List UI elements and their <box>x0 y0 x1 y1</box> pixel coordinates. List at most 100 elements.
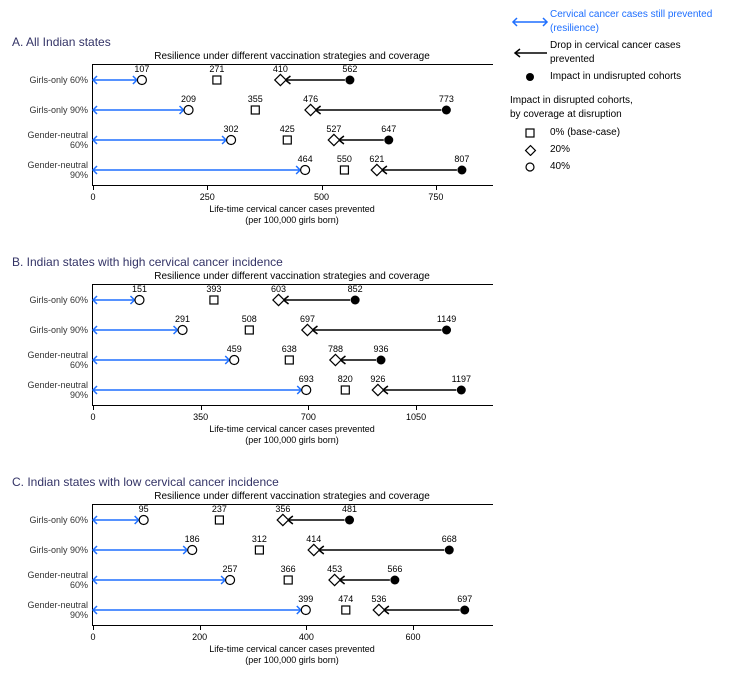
plot-row: Gender-neutral 90% 693 820 926 1197 <box>93 375 493 405</box>
value-label: 366 <box>281 564 296 574</box>
value-label: 271 <box>209 64 224 74</box>
value-label: 393 <box>206 284 221 294</box>
value-label: 936 <box>373 344 388 354</box>
ylabel: Girls-only 90% <box>13 105 88 115</box>
plot-row: Girls-only 60% 107 271 410 562 <box>93 65 493 95</box>
panel-title: C. Indian states with low cervical cance… <box>12 475 492 489</box>
value-label: 536 <box>371 594 386 604</box>
xtick <box>201 405 202 410</box>
double-arrow-icon <box>510 17 550 27</box>
plot-row: Gender-neutral 60% 459 638 788 936 <box>93 345 493 375</box>
ylabel: Gender-neutral 90% <box>13 160 88 180</box>
value-label: 562 <box>342 64 357 74</box>
legend-circle: 40% <box>510 160 725 174</box>
legend-diamond-label: 20% <box>550 143 570 157</box>
plot-row: Gender-neutral 60% 302 425 527 647 <box>93 125 493 155</box>
xtick-label: 350 <box>193 412 208 422</box>
value-label: 209 <box>181 94 196 104</box>
panel-subtitle: Resilience under different vaccination s… <box>92 491 492 502</box>
legend-undisrupted: Impact in undisrupted cohorts <box>510 70 725 84</box>
xtick-label: 700 <box>301 412 316 422</box>
value-label: 852 <box>348 284 363 294</box>
value-label: 414 <box>306 534 321 544</box>
panel-b: B. Indian states with high cervical canc… <box>12 255 492 446</box>
value-label: 481 <box>342 504 357 514</box>
ylabel: Gender-neutral 60% <box>13 130 88 150</box>
square-icon <box>510 127 550 139</box>
panel-title: B. Indian states with high cervical canc… <box>12 255 492 269</box>
value-label: 312 <box>252 534 267 544</box>
value-label: 1149 <box>437 314 456 324</box>
xtick <box>322 185 323 190</box>
value-label: 508 <box>242 314 257 324</box>
plot-row: Girls-only 60% 95 237 356 481 <box>93 505 493 535</box>
value-label: 399 <box>298 594 313 604</box>
value-label: 668 <box>442 534 457 544</box>
xtick-label: 250 <box>200 192 215 202</box>
xtick <box>200 625 201 630</box>
value-label: 302 <box>224 124 239 134</box>
plot-row: Girls-only 60% 151 393 603 852 <box>93 285 493 315</box>
xtick <box>416 405 417 410</box>
ylabel: Gender-neutral 60% <box>13 570 88 590</box>
legend-resilience: Cervical cancer cases still prevented (r… <box>510 8 725 36</box>
value-label: 237 <box>212 504 227 514</box>
xtick <box>93 185 94 190</box>
xtick <box>93 625 94 630</box>
plot-area: 0250500750 Girls-only 60% 107 271 410 56… <box>92 64 493 186</box>
legend-square: 0% (base-case) <box>510 126 725 140</box>
legend-circle-label: 40% <box>550 160 570 174</box>
value-label: 107 <box>134 64 149 74</box>
plot-row: Gender-neutral 90% 399 474 536 697 <box>93 595 493 625</box>
panel-a: A. All Indian statesResilience under dif… <box>12 35 492 226</box>
ylabel: Gender-neutral 90% <box>13 600 88 620</box>
xtick-label: 600 <box>405 632 420 642</box>
value-label: 788 <box>328 344 343 354</box>
value-label: 647 <box>381 124 396 134</box>
ylabel: Girls-only 60% <box>13 295 88 305</box>
value-label: 807 <box>454 154 469 164</box>
xtick <box>207 185 208 190</box>
value-label: 1197 <box>452 374 471 384</box>
value-label: 527 <box>326 124 341 134</box>
value-label: 95 <box>139 504 149 514</box>
value-label: 291 <box>175 314 190 324</box>
panel-subtitle: Resilience under different vaccination s… <box>92 51 492 62</box>
panel-subtitle: Resilience under different vaccination s… <box>92 271 492 282</box>
legend-undisrupted-label: Impact in undisrupted cohorts <box>550 70 681 84</box>
plot-row: Girls-only 90% 186 312 414 668 <box>93 535 493 565</box>
ylabel: Gender-neutral 60% <box>13 350 88 370</box>
value-label: 356 <box>275 504 290 514</box>
value-label: 410 <box>273 64 288 74</box>
value-label: 453 <box>327 564 342 574</box>
xaxis-title: Life-time cervical cancer cases prevente… <box>92 644 492 666</box>
value-label: 697 <box>300 314 315 324</box>
xtick-label: 1050 <box>406 412 426 422</box>
plot-row: Girls-only 90% 291 508 697 1149 <box>93 315 493 345</box>
legend-drop-label: Drop in cervical cancer cases prevented <box>550 39 725 67</box>
plot-row: Girls-only 90% 209 355 476 773 <box>93 95 493 125</box>
xaxis-title: Life-time cervical cancer cases prevente… <box>92 204 492 226</box>
legend-drop: Drop in cervical cancer cases prevented <box>510 39 725 67</box>
xtick-label: 500 <box>314 192 329 202</box>
value-label: 566 <box>387 564 402 574</box>
value-label: 459 <box>227 344 242 354</box>
ylabel: Girls-only 60% <box>13 75 88 85</box>
plot-area: 03507001050 Girls-only 60% 151 393 603 8… <box>92 284 493 406</box>
xtick-label: 750 <box>428 192 443 202</box>
legend-square-label: 0% (base-case) <box>550 126 620 140</box>
value-label: 638 <box>282 344 297 354</box>
xtick <box>413 625 414 630</box>
value-label: 926 <box>370 374 385 384</box>
value-label: 464 <box>298 154 313 164</box>
plot-row: Gender-neutral 90% 464 550 621 807 <box>93 155 493 185</box>
ylabel: Girls-only 90% <box>13 545 88 555</box>
xtick-label: 0 <box>90 192 95 202</box>
value-label: 693 <box>299 374 314 384</box>
value-label: 773 <box>439 94 454 104</box>
ylabel: Gender-neutral 90% <box>13 380 88 400</box>
value-label: 474 <box>338 594 353 604</box>
value-label: 820 <box>338 374 353 384</box>
plot-area: 0200400600 Girls-only 60% 95 237 356 481… <box>92 504 493 626</box>
value-label: 621 <box>369 154 384 164</box>
